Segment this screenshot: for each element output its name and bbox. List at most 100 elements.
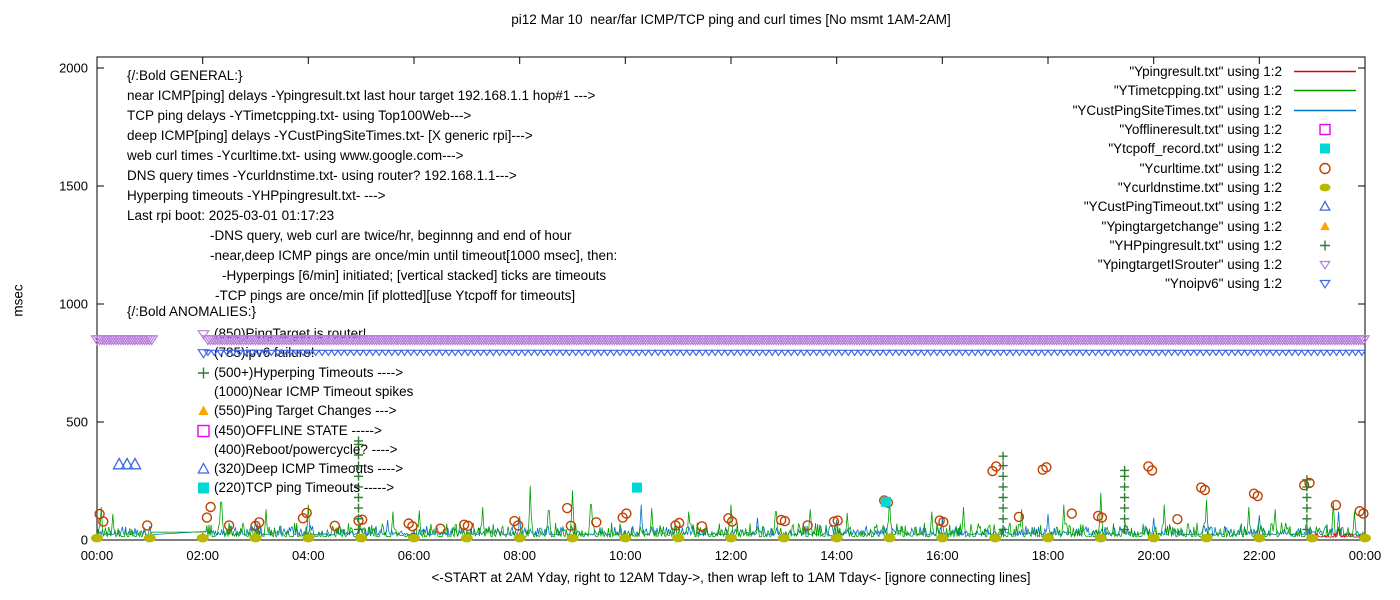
legend-sample-square-filled xyxy=(1320,143,1330,154)
anomaly-label: (500+)Hyperping Timeouts ----> xyxy=(214,364,404,380)
anomaly-note: (500+)Hyperping Timeouts ----> xyxy=(196,365,403,380)
legend-sample-square-open xyxy=(1319,123,1331,136)
legend-label: "Ycurltime.txt" using 1:2 xyxy=(1139,160,1282,176)
legend-entry: "Yofflineresult.txt" using 1:2 xyxy=(1073,120,1362,139)
marker-spacer xyxy=(196,384,211,399)
legend: "Ypingresult.txt" using 1:2 "YTimetcpping… xyxy=(1073,62,1362,294)
general-note-line: -Hyperpings [6/min] initiated; [vertical… xyxy=(222,268,607,283)
square-open-icon xyxy=(197,424,210,437)
chart-title: pi12 Mar 10 near/far ICMP/TCP ping and c… xyxy=(511,12,951,27)
general-note-line: -near,deep ICMP pings are once/min until… xyxy=(210,248,618,263)
x-tick-label: 22:00 xyxy=(1243,548,1276,563)
general-note-line: Last rpi boot: 2025-03-01 01:17:23 xyxy=(127,208,335,223)
y-tick-label: 1000 xyxy=(59,297,88,312)
series-Ycurldnstime.txt xyxy=(91,533,1371,543)
plus-icon xyxy=(198,367,209,379)
triangle-down-open-icon xyxy=(197,330,210,340)
series-YCustPingTimeout.txt xyxy=(112,457,142,470)
anomaly-note: (220)TCP ping Timeouts -----> xyxy=(196,480,394,495)
y-tick-label: 1500 xyxy=(59,179,88,194)
general-note-line: -DNS query, web curl are twice/hr, begin… xyxy=(210,228,572,243)
x-tick-label: 06:00 xyxy=(398,548,431,563)
x-axis-label: <-START at 2AM Yday, right to 12AM Tday-… xyxy=(431,570,1031,585)
legend-label: "Ypingtargetchange" using 1:2 xyxy=(1101,218,1282,234)
legend-sample-line xyxy=(1294,90,1356,92)
anomaly-label: (220)TCP ping Timeouts -----> xyxy=(214,480,395,496)
anomaly-label: (850)PingTarget is router! xyxy=(214,326,367,341)
legend-entry: "Ypingresult.txt" using 1:2 xyxy=(1073,62,1362,81)
series-Ytcpoff_record.txt xyxy=(632,482,891,507)
series-YHPpingresult.txt xyxy=(354,436,1312,534)
anomaly-label: (1000)Near ICMP Timeout spikes xyxy=(214,383,414,399)
anomaly-note: (850)PingTarget is router! xyxy=(196,326,366,341)
legend-entry: "YpingtargetISrouter" using 1:2 xyxy=(1073,255,1362,274)
legend-entry: "Ycurltime.txt" using 1:2 xyxy=(1073,158,1362,177)
triangle-down-open-icon xyxy=(197,349,210,360)
anomaly-label: (785)ipv6 failure! xyxy=(214,345,315,361)
marker-spacer xyxy=(196,442,211,457)
legend-sample-line xyxy=(1294,70,1356,73)
legend-label: "YCustPingSiteTimes.txt" using 1:2 xyxy=(1072,102,1282,118)
legend-entry: "Ytcpoff_record.txt" using 1:2 xyxy=(1073,139,1362,158)
legend-entry: "YCustPingSiteTimes.txt" using 1:2 xyxy=(1073,101,1362,120)
legend-entry: "Ycurldnstime.txt" using 1:2 xyxy=(1073,178,1362,197)
anomaly-note: (1000)Near ICMP Timeout spikes xyxy=(196,384,413,399)
anomaly-label: (320)Deep ICMP Timeouts ----> xyxy=(214,461,404,477)
general-note-line: Hyperping timeouts -YHPpingresult.txt- -… xyxy=(127,188,386,203)
y-tick-label: 2000 xyxy=(59,61,88,76)
x-tick-label: 02:00 xyxy=(186,548,219,563)
legend-sample-circle-filled xyxy=(1319,183,1331,192)
x-tick-label: 20:00 xyxy=(1137,548,1170,563)
general-note-line: DNS query times -Ycurldnstime.txt- using… xyxy=(127,168,517,183)
anomaly-note: (400)Reboot/powercycle? ----> xyxy=(196,442,397,457)
legend-entry: "YTimetcpping.txt" using 1:2 xyxy=(1073,81,1362,100)
anomaly-note: (785)ipv6 failure! xyxy=(196,345,315,360)
legend-label: "Ypingresult.txt" using 1:2 xyxy=(1129,64,1282,80)
x-tick-label: 12:00 xyxy=(715,548,748,563)
legend-entry: "YCustPingTimeout.txt" using 1:2 xyxy=(1073,197,1362,216)
anomaly-note: (320)Deep ICMP Timeouts ----> xyxy=(196,461,403,476)
legend-sample-plus xyxy=(1320,240,1330,251)
legend-label: "Ytcpoff_record.txt" using 1:2 xyxy=(1108,141,1282,157)
series-YCustPingSiteTimes.txt xyxy=(96,504,1366,537)
legend-sample-triangle-up-open xyxy=(1319,200,1331,211)
legend-entry: "YHPpingresult.txt" using 1:2 xyxy=(1073,236,1362,255)
general-note-line: -TCP pings are once/min [if plotted][use… xyxy=(215,288,576,303)
legend-label: "YHPpingresult.txt" using 1:2 xyxy=(1109,237,1282,253)
anomaly-note: (550)Ping Target Changes ---> xyxy=(196,403,396,418)
y-tick-label: 0 xyxy=(81,533,88,548)
general-note-line: near ICMP[ping] delays -Ypingresult.txt … xyxy=(127,88,596,103)
legend-entry: "Ypingtargetchange" using 1:2 xyxy=(1073,216,1362,235)
general-note-line: web curl times -Ycurltime.txt- using www… xyxy=(127,148,464,163)
general-note-line: deep ICMP[ping] delays -YCustPingSiteTim… xyxy=(127,128,533,143)
x-tick-label: 14:00 xyxy=(820,548,853,563)
anomaly-label: (550)Ping Target Changes ---> xyxy=(214,403,397,419)
general-note-line: {/:Bold GENERAL:} xyxy=(127,68,243,83)
triangle-up-filled-icon xyxy=(198,405,209,416)
legend-label: "Ycurldnstime.txt" using 1:2 xyxy=(1117,179,1282,195)
legend-entry: "Ynoipv6" using 1:2 xyxy=(1073,274,1362,293)
legend-sample-line xyxy=(1294,109,1356,111)
triangle-up-open-icon xyxy=(197,462,210,474)
legend-label: "YCustPingTimeout.txt" using 1:2 xyxy=(1083,199,1282,215)
x-tick-label: 08:00 xyxy=(503,548,536,563)
legend-sample-triangle-up-filled xyxy=(1320,221,1330,230)
x-tick-label: 18:00 xyxy=(1032,548,1065,563)
legend-label: "Yofflineresult.txt" using 1:2 xyxy=(1119,122,1282,138)
anomaly-label: (400)Reboot/powercycle? ----> xyxy=(214,441,398,457)
legend-label: "YTimetcpping.txt" using 1:2 xyxy=(1113,83,1282,99)
x-tick-label: 00:00 xyxy=(81,548,114,563)
legend-label: "Ynoipv6" using 1:2 xyxy=(1165,276,1282,292)
anomaly-note: (450)OFFLINE STATE -----> xyxy=(196,423,382,438)
x-tick-label: 00:00 xyxy=(1349,548,1382,563)
legend-sample-triangle-down-open xyxy=(1319,261,1331,271)
y-tick-label: 500 xyxy=(66,415,88,430)
series-YTimetcpping.txt xyxy=(96,485,1366,539)
legend-label: "YpingtargetISrouter" using 1:2 xyxy=(1097,257,1282,273)
square-filled-icon xyxy=(198,482,209,494)
series-Ypingresult.txt xyxy=(1314,529,1365,539)
x-tick-label: 10:00 xyxy=(609,548,642,563)
